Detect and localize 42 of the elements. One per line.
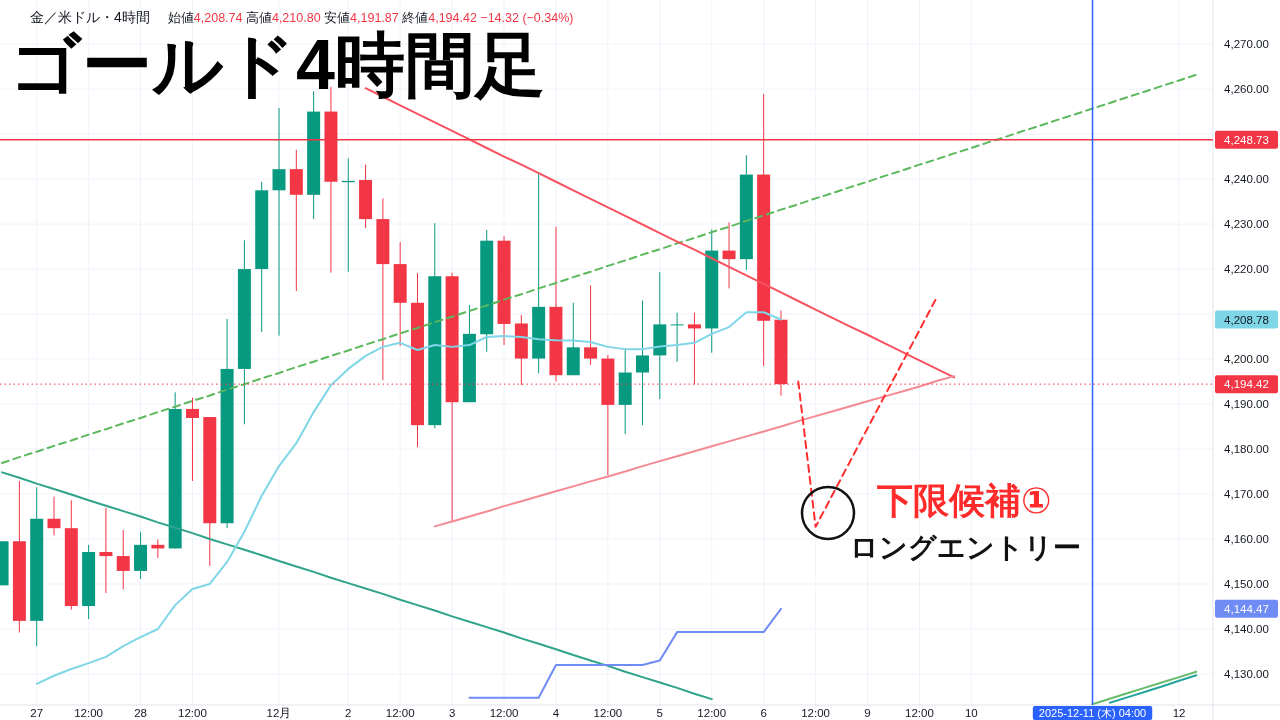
y-tick-label: 4,160.00 (1224, 533, 1269, 545)
ref-line-label: 4,248.73 (1224, 133, 1269, 146)
x-tick-label: 12:00 (74, 707, 103, 719)
y-tick-label: 4,130.00 (1224, 667, 1269, 680)
y-tick-label: 4,170.00 (1224, 488, 1269, 500)
y-tick-label: 4,150.00 (1224, 578, 1269, 590)
y-tick-label: 4,230.00 (1224, 218, 1269, 231)
x-tick-label: 28 (134, 707, 147, 719)
annotation: ロングエントリー (850, 531, 1081, 563)
x-tick-label: 12:00 (593, 707, 623, 719)
x-tick-label: 12:00 (385, 707, 415, 719)
x-tick-label: 27 (30, 707, 44, 719)
y-tick-label: 4,190.00 (1224, 398, 1269, 410)
y-tick-label: 4,140.00 (1224, 622, 1269, 635)
x-tick-label: 3 (448, 707, 456, 719)
x-tick-label: 12:00 (697, 707, 727, 719)
x-tick-label: 6 (760, 707, 767, 719)
x-tick-label: 12:00 (905, 707, 934, 719)
ref-line-label: 4,194.42 (1224, 378, 1269, 391)
x-tick-label: 12:00 (801, 707, 830, 719)
x-tick-label: 12:00 (178, 707, 207, 719)
x-tick-label: 12月 (266, 707, 292, 719)
x-tick-label: 2 (345, 707, 352, 719)
y-tick-label: 4,180.00 (1224, 443, 1269, 455)
x-tick-label: 10 (964, 707, 978, 719)
y-tick-label: 4,220.00 (1224, 263, 1269, 276)
y-tick-label: 4,240.00 (1224, 173, 1269, 186)
time-tag: 2025-12-11 (木) 04:00 (1032, 706, 1153, 720)
y-tick-label: 4,270.00 (1224, 38, 1269, 51)
x-tick-label: 12:00 (489, 707, 519, 719)
title: ゴールド4時間足 (10, 26, 545, 104)
annotation: 下限候補① (877, 479, 1052, 521)
subtitle: 金／米ドル・4時間 (30, 9, 150, 25)
price-tag: 4,194.42 (1215, 375, 1278, 394)
x-tick-label: 12 (1172, 707, 1186, 719)
note: 始値4,208.74 高値4,210.80 安値4,191.87 終値4,194.42 −14.32 (−0.34%) (167, 11, 574, 25)
x-tick-label: 2025-12-11 (木) 04:00 (1038, 707, 1147, 719)
x-tick-label: 4 (552, 707, 560, 719)
y-tick-label: 4,260.00 (1224, 83, 1269, 96)
y-tick-label: 4,200.00 (1224, 353, 1269, 365)
x-tick-label: 5 (656, 707, 663, 719)
x-tick-label: 9 (864, 707, 871, 719)
